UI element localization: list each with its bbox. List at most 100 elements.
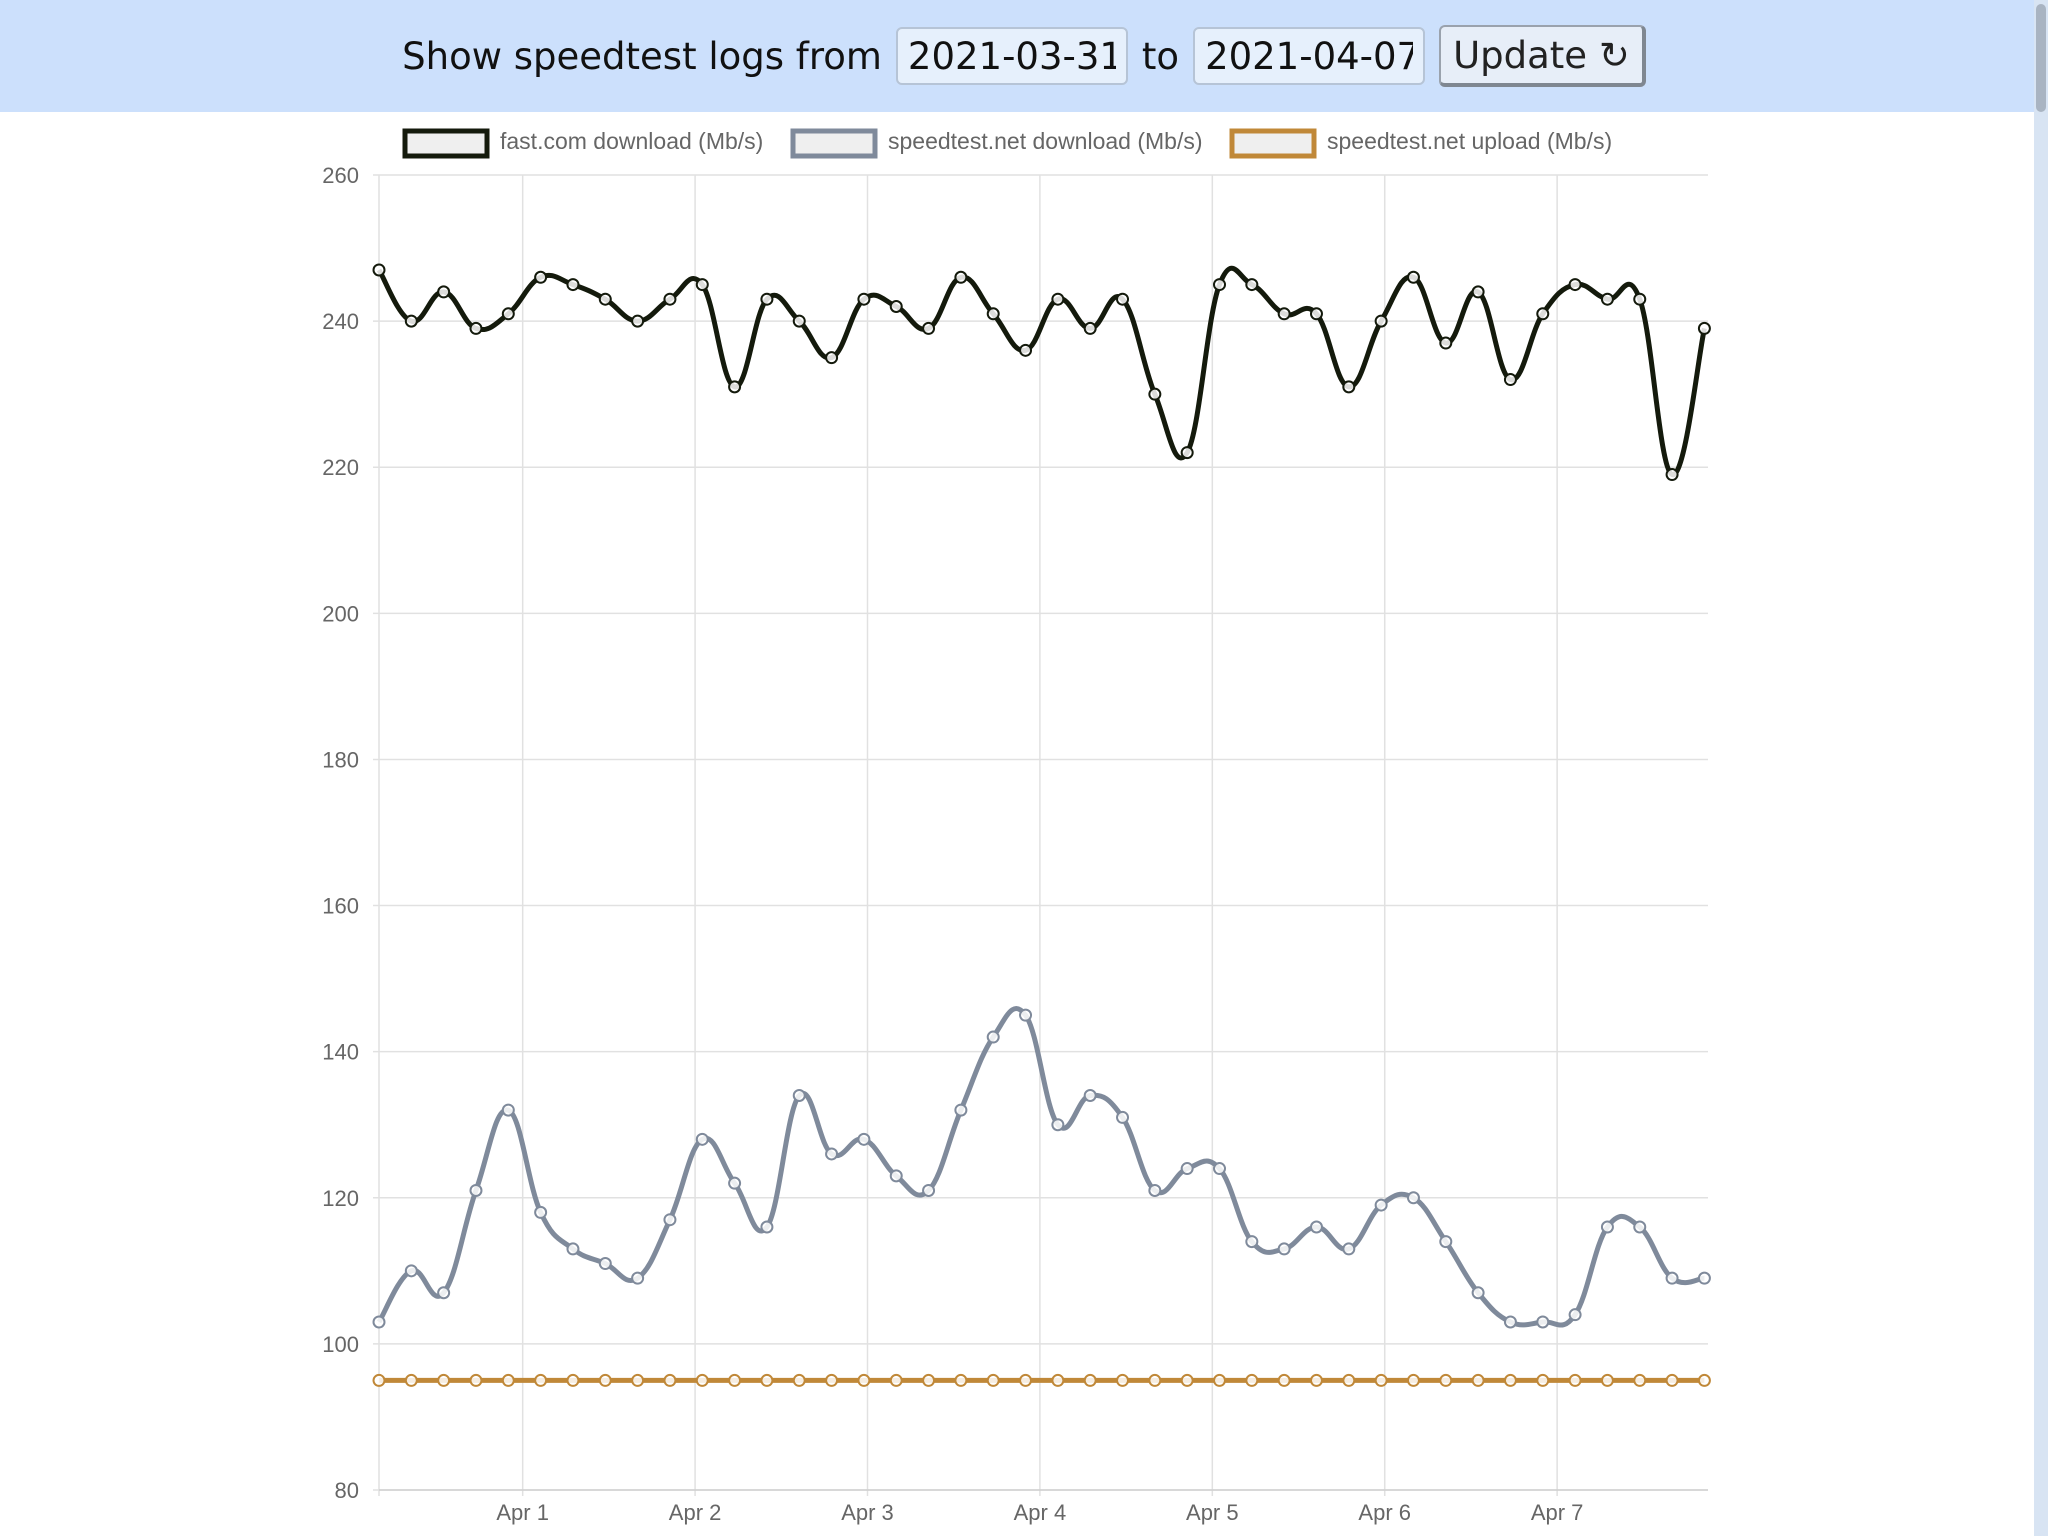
data-point — [986, 307, 1000, 321]
data-point — [695, 278, 709, 292]
data-point — [1180, 1373, 1194, 1387]
y-tick-label: 260 — [322, 163, 359, 188]
data-point — [1536, 1373, 1550, 1387]
from-date-input[interactable] — [895, 27, 1128, 85]
to-date-input[interactable] — [1193, 27, 1426, 85]
data-point — [1019, 1008, 1033, 1022]
data-point — [1633, 1220, 1647, 1234]
data-point — [1697, 321, 1711, 335]
data-point — [437, 1286, 451, 1300]
series-points — [372, 263, 1711, 1387]
data-point — [1600, 1220, 1614, 1234]
data-point — [631, 1271, 645, 1285]
data-point — [1245, 1235, 1259, 1249]
scrollbar-thumb[interactable] — [2036, 4, 2046, 112]
data-point — [1697, 1271, 1711, 1285]
data-point — [922, 1183, 936, 1197]
data-point — [1439, 336, 1453, 350]
y-tick-label: 220 — [322, 455, 359, 480]
data-point — [760, 1220, 774, 1234]
data-point — [986, 1030, 1000, 1044]
x-tick-label: Apr 7 — [1531, 1500, 1584, 1525]
data-point — [1471, 1373, 1485, 1387]
data-point — [1019, 1373, 1033, 1387]
data-point — [1083, 1373, 1097, 1387]
data-point — [566, 1373, 580, 1387]
data-point — [1277, 307, 1291, 321]
update-button[interactable]: Update ↻ — [1439, 25, 1646, 87]
data-point — [1148, 387, 1162, 401]
data-point — [1697, 1373, 1711, 1387]
data-point — [825, 1147, 839, 1161]
data-point — [404, 1373, 418, 1387]
data-point — [1213, 1162, 1227, 1176]
data-point — [1083, 1089, 1097, 1102]
x-tick-label: Apr 2 — [669, 1500, 722, 1525]
data-point — [598, 292, 612, 306]
data-point — [1568, 1373, 1582, 1387]
data-point — [1277, 1242, 1291, 1256]
data-point — [857, 1373, 871, 1387]
data-point — [1019, 343, 1033, 357]
legend-label: speedtest.net download (Mb/s) — [888, 128, 1203, 154]
data-point — [857, 1132, 871, 1146]
data-point — [1600, 292, 1614, 306]
data-point — [1600, 1373, 1614, 1387]
data-point — [792, 1373, 806, 1387]
data-point — [1342, 1242, 1356, 1256]
y-tick-label: 200 — [322, 601, 359, 626]
data-point — [695, 1132, 709, 1146]
data-point — [534, 270, 548, 284]
data-point — [1633, 292, 1647, 306]
y-axis: 80 100 120 140 160 180 200 220 240 260 — [322, 163, 359, 1503]
data-point — [825, 1373, 839, 1387]
data-point — [1374, 314, 1388, 328]
series-line-1 — [376, 1006, 1705, 1328]
legend: fast.com download (Mb/s) speedtest.net do… — [402, 128, 1612, 159]
data-point — [372, 263, 386, 277]
data-point — [1116, 1373, 1130, 1387]
y-tick-label: 180 — [322, 747, 359, 772]
y-tick-label: 240 — [322, 309, 359, 334]
data-point — [469, 1373, 483, 1387]
data-point — [404, 1264, 418, 1278]
data-point — [437, 285, 451, 299]
data-point — [792, 1089, 806, 1102]
x-tick-label: Apr 5 — [1186, 1500, 1239, 1525]
data-point — [501, 1103, 515, 1117]
data-point — [1439, 1373, 1453, 1387]
data-point — [1665, 1271, 1679, 1285]
data-point — [1051, 292, 1065, 306]
data-point — [1083, 321, 1097, 335]
data-point — [663, 1373, 677, 1387]
data-point — [728, 380, 742, 394]
data-point — [1051, 1373, 1065, 1387]
data-point — [1180, 1162, 1194, 1176]
data-point — [1665, 468, 1679, 482]
data-point — [695, 1373, 709, 1387]
data-point — [1309, 1373, 1323, 1387]
data-point — [1374, 1373, 1388, 1387]
data-point — [598, 1373, 612, 1387]
series-lines — [376, 265, 1707, 1383]
page-scrollbar[interactable] — [2034, 0, 2048, 1536]
data-point — [1471, 285, 1485, 299]
data-point — [792, 314, 806, 328]
data-point — [1309, 307, 1323, 321]
data-point — [1503, 373, 1517, 387]
series-line-0 — [376, 265, 1707, 478]
x-tick-label: Apr 6 — [1358, 1500, 1411, 1525]
data-point — [1406, 1373, 1420, 1387]
data-point — [1213, 278, 1227, 292]
data-point — [1439, 1235, 1453, 1249]
data-point — [469, 321, 483, 335]
y-tick-label: 100 — [322, 1332, 359, 1357]
legend-swatch — [790, 128, 878, 159]
data-point — [1568, 1308, 1582, 1322]
data-point — [889, 300, 903, 313]
data-point — [825, 351, 839, 365]
data-point — [1116, 292, 1130, 306]
legend-swatch — [402, 128, 490, 159]
data-point — [1503, 1373, 1517, 1387]
